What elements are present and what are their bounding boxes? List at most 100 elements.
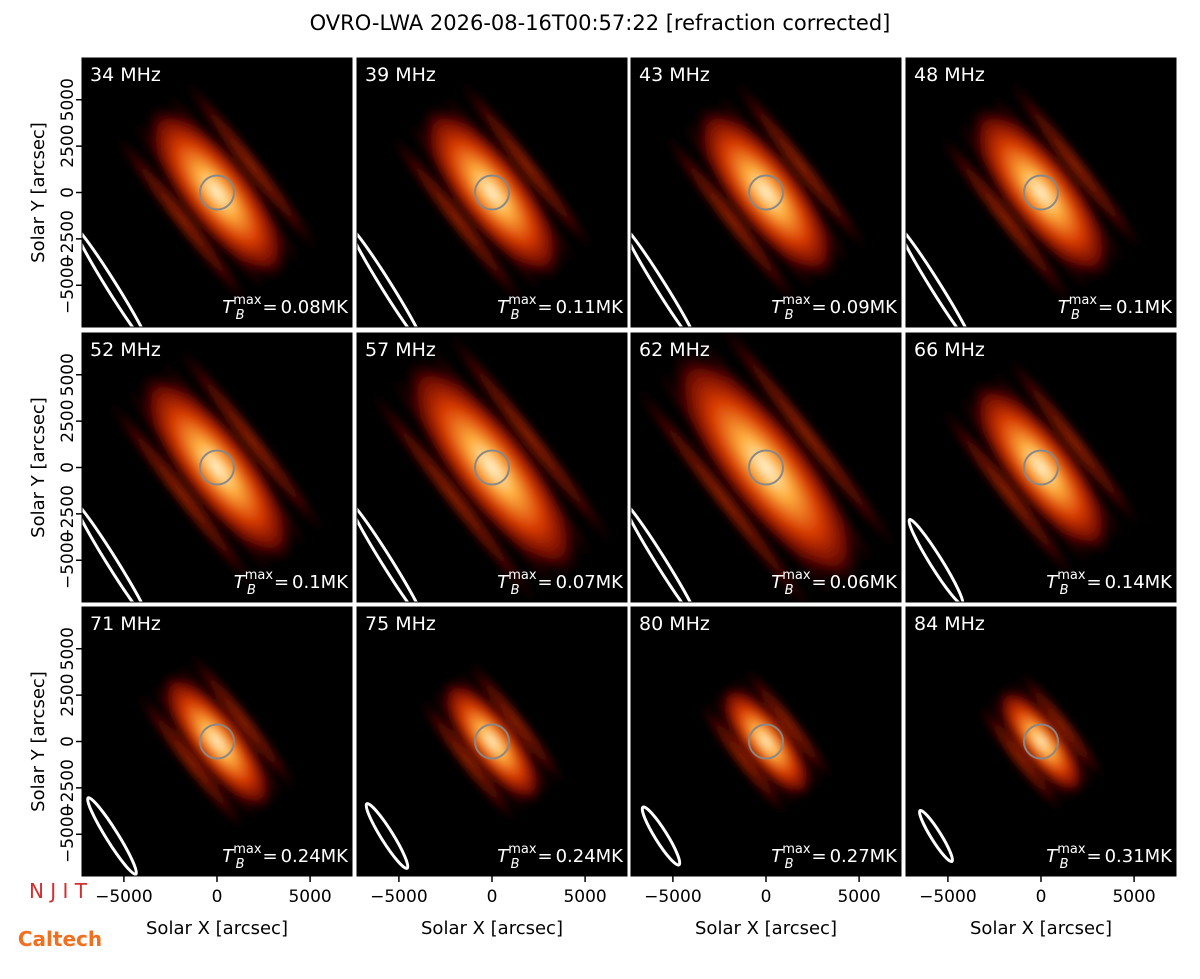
emission (108, 70, 326, 315)
y-tick-label: 5000 (58, 78, 78, 121)
emission-streak (1015, 666, 1109, 785)
tb-sub: B (236, 308, 245, 323)
y-tick-label: 5000 (58, 627, 78, 670)
x-tick-label: 5000 (563, 887, 606, 907)
tb-value: 0.24MK (556, 846, 625, 867)
beam (357, 501, 426, 602)
beam (631, 226, 700, 327)
emission-core (667, 347, 865, 588)
emission-streak (462, 654, 571, 791)
y-tick-label: 0 (58, 187, 78, 198)
emission-streak (932, 124, 1081, 315)
y-tick-label: −5000 (58, 532, 78, 590)
emission-core (438, 676, 546, 807)
emission-streak (437, 333, 623, 557)
emission-streak (657, 124, 806, 315)
y-tick-label: 0 (58, 736, 78, 747)
tb-symbol: T (222, 846, 235, 867)
tb-sup: max (782, 568, 811, 583)
tb-eq: = (537, 572, 552, 593)
panel: 71 MHz Tmax B = 0.24MK (82, 607, 352, 876)
y-tick-label: −2500 (58, 759, 78, 817)
tb-symbol: T (1046, 572, 1059, 593)
beam (82, 226, 151, 327)
emission-streak (361, 378, 547, 602)
emission-core (401, 356, 583, 579)
tb-eq: = (1086, 572, 1101, 593)
emission-core (158, 669, 276, 814)
tb-sup: max (233, 842, 262, 857)
tb-sup: max (782, 293, 811, 308)
tb-sub: B (511, 583, 520, 598)
tb-symbol: T (497, 572, 510, 593)
tb-sup: max (245, 568, 274, 583)
emission (932, 70, 1150, 315)
frequency-label: 80 MHz (639, 613, 710, 635)
tb-max-label: Tmax B = 0.27MK (771, 842, 898, 872)
emission-core (967, 378, 1115, 557)
tb-eq: = (1086, 846, 1101, 867)
tb-eq: = (811, 846, 826, 867)
logo-njit: N J I T (29, 879, 88, 903)
tb-sub: B (511, 857, 520, 872)
frequency-label: 75 MHz (365, 613, 436, 635)
tb-value: 0.1MK (1116, 297, 1173, 318)
beam (86, 796, 138, 876)
tb-symbol: T (1046, 846, 1059, 867)
frequency-label: 39 MHz (365, 64, 436, 86)
tb-eq: = (1098, 297, 1113, 318)
solar-disk (748, 449, 784, 486)
emission-streak (999, 347, 1149, 537)
tb-value: 0.27MK (830, 846, 899, 867)
beam (631, 501, 700, 602)
frequency-label: 84 MHz (914, 613, 985, 635)
tb-sup: max (1057, 568, 1086, 583)
x-tick-label: 0 (761, 887, 772, 907)
y-axis-label: Solar Y [arcsec] (28, 122, 49, 263)
x-tick-label: 0 (1036, 887, 1047, 907)
panel-frame (630, 332, 902, 603)
emission-streak (177, 70, 326, 261)
solar-disk (474, 723, 510, 760)
emission-core (966, 102, 1116, 283)
solar-disk (748, 723, 784, 760)
y-tick-label: 2500 (58, 399, 78, 442)
panel: 84 MHz Tmax B = 0.31MK (906, 607, 1176, 876)
x-tick-label: 0 (212, 887, 223, 907)
tb-sup: max (1069, 293, 1098, 308)
emission-streak (131, 685, 251, 838)
tb-max-label: Tmax B = 0.1MK (1058, 293, 1174, 323)
beam (906, 226, 975, 327)
emission (694, 662, 838, 821)
tb-sup: max (508, 568, 537, 583)
panel-frame (356, 332, 628, 603)
x-tick-label: −5000 (644, 887, 702, 907)
y-axis-label: Solar Y [arcsec] (28, 671, 49, 812)
panel-frame (630, 57, 902, 328)
solar-disk (199, 174, 235, 211)
panel: 34 MHz Tmax B = 0.08MK (82, 58, 352, 327)
x-axis-label: Solar X [arcsec] (970, 918, 1112, 939)
panel: 66 MHz Tmax B = 0.14MK (906, 333, 1176, 602)
solar-disk (199, 723, 235, 760)
panel: 62 MHz Tmax B = 0.06MK (631, 333, 901, 602)
tb-eq: = (811, 297, 826, 318)
tb-eq: = (262, 846, 277, 867)
tb-symbol: T (771, 846, 784, 867)
x-tick-label: 5000 (1112, 887, 1155, 907)
emission (413, 654, 571, 829)
y-tick-label: −2500 (58, 485, 78, 543)
emission (100, 336, 334, 599)
emission (383, 70, 601, 315)
beam (918, 808, 954, 864)
tb-sup: max (233, 293, 262, 308)
emission-streak (108, 124, 257, 315)
emission (361, 333, 623, 602)
y-tick-label: 0 (58, 462, 78, 473)
tb-value: 0.31MK (1105, 846, 1174, 867)
frequency-label: 52 MHz (90, 339, 161, 361)
panel: 57 MHz Tmax B = 0.07MK (357, 333, 627, 602)
x-axis-label: Solar X [arcsec] (695, 918, 837, 939)
solar-disk (1023, 449, 1059, 486)
